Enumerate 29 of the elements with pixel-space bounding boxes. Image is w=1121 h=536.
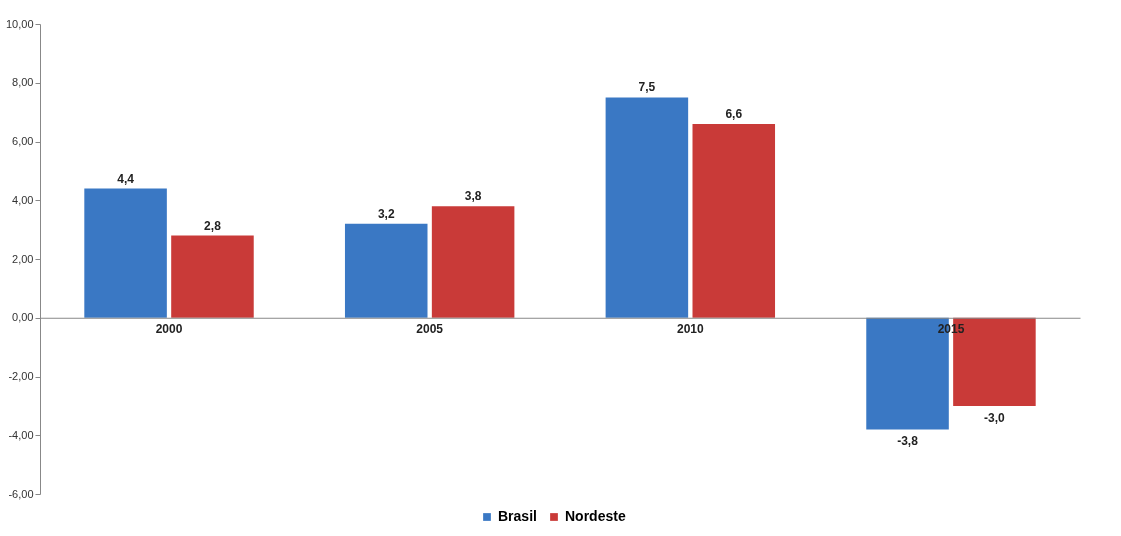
data-label: 3,2 [377,206,395,221]
bar [692,123,776,318]
x-tick-label: 2015 [937,322,965,337]
legend-label: Nordeste [565,508,626,524]
bar [84,188,167,318]
y-tick-label: 2,00 [12,252,34,265]
data-label: 2,8 [204,218,222,233]
y-tick-label: 0,00 [12,311,34,324]
data-label: 4,4 [117,171,135,186]
data-label: 7,5 [638,80,656,95]
data-label: 3,8 [464,189,482,204]
y-tick-label: 6,00 [12,135,34,147]
bar [431,206,515,318]
data-label: -3,8 [897,434,919,449]
y-tick-label: -2,00 [8,370,34,382]
data-label: -3,0 [984,410,1006,425]
data-label: 6,6 [725,106,743,121]
x-tick-label: 2010 [676,322,704,337]
y-tick-label: -6,00 [8,487,34,500]
y-tick-label: 8,00 [12,76,34,89]
y-tick-label: 4,00 [12,193,34,206]
bar [344,223,428,318]
legend-label: Brasil [498,508,537,524]
y-tick-label: -4,00 [8,428,34,441]
x-tick-label: 2005 [416,322,444,337]
y-tick-label: 10,00 [5,17,34,30]
bar [171,235,254,318]
bar [605,97,689,318]
x-tick-label: 2000 [155,322,183,337]
